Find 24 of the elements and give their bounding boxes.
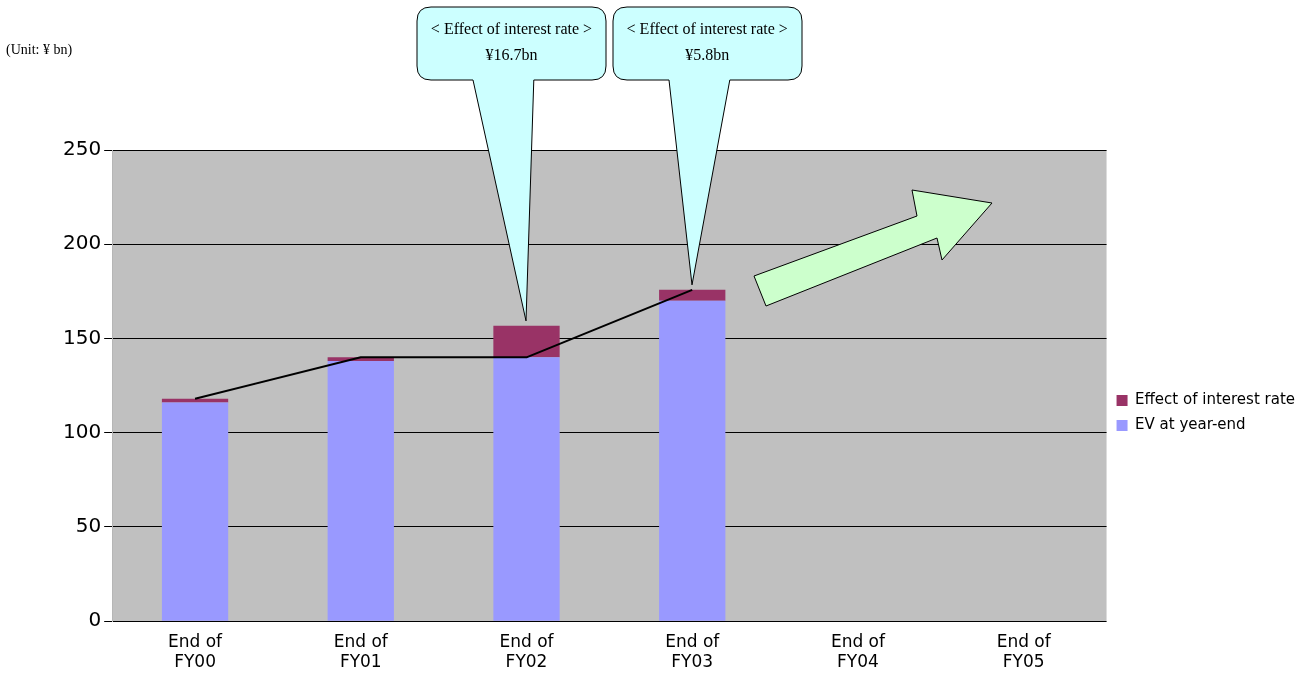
bar	[161, 402, 229, 621]
legend-label: Effect of interest rate	[1135, 390, 1296, 409]
x-tick-label: End of FY04	[830, 630, 887, 672]
y-tick-label: 50	[75, 513, 102, 538]
text: < Effect of interest rate > ¥16.7bn	[429, 19, 594, 65]
text: < Effect of interest rate > ¥5.8bn	[625, 19, 789, 65]
bar	[493, 325, 560, 358]
bar	[161, 398, 229, 403]
y-tick-label: 100	[62, 418, 102, 443]
x-tick-label: End of FY02	[499, 630, 555, 672]
text: (Unit: ¥ bn)	[6, 42, 73, 58]
y-tick-label: 200	[62, 230, 102, 255]
y-tick-label: 0	[88, 607, 102, 632]
bar	[493, 357, 560, 621]
bar	[659, 300, 726, 621]
y-tick-label: 250	[62, 136, 102, 161]
x-tick-label: End of FY03	[665, 630, 721, 672]
x-tick-label: End of FY00	[167, 630, 224, 672]
bar	[659, 289, 726, 301]
bar	[327, 361, 394, 621]
x-tick-label: End of FY05	[996, 630, 1052, 672]
x-tick-label: End of FY01	[333, 630, 389, 672]
legend-label: EV at year-end	[1135, 415, 1246, 434]
y-tick-label: 150	[62, 324, 102, 349]
